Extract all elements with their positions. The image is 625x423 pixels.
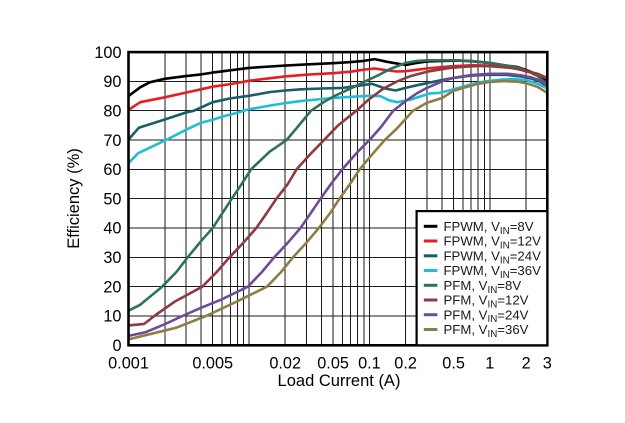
svg-text:PFM, VIN=24V: PFM, VIN=24V [444,307,529,325]
svg-text:0.5: 0.5 [442,354,465,372]
svg-text:3: 3 [543,354,552,372]
svg-text:FPWM, VIN=24V: FPWM, VIN=24V [444,249,542,267]
svg-text:40: 40 [103,220,121,238]
svg-text:PFM, VIN=8V: PFM, VIN=8V [444,278,522,296]
svg-text:20: 20 [103,278,121,296]
svg-text:70: 70 [103,132,121,150]
svg-text:0.05: 0.05 [317,354,349,372]
svg-text:0.2: 0.2 [394,354,417,372]
svg-text:PFM, VIN=36V: PFM, VIN=36V [444,322,529,340]
svg-text:30: 30 [103,249,121,267]
svg-text:FPWM, VIN=36V: FPWM, VIN=36V [444,263,542,281]
svg-text:FPWM, VIN=8V: FPWM, VIN=8V [444,219,534,237]
svg-text:90: 90 [103,73,121,91]
svg-text:Efficiency (%): Efficiency (%) [65,148,83,249]
svg-text:0: 0 [112,337,121,355]
svg-text:FPWM, VIN=12V: FPWM, VIN=12V [444,234,542,252]
svg-text:Load Current (A): Load Current (A) [278,372,401,390]
svg-text:1: 1 [485,354,494,372]
svg-text:80: 80 [103,102,121,120]
svg-text:0.005: 0.005 [192,354,233,372]
svg-text:100: 100 [94,44,121,62]
svg-text:60: 60 [103,161,121,179]
svg-text:0.001: 0.001 [108,354,149,372]
svg-text:0.02: 0.02 [269,354,301,372]
svg-text:2: 2 [522,354,531,372]
svg-text:10: 10 [103,308,121,326]
svg-text:0.1: 0.1 [358,354,381,372]
svg-text:PFM, VIN=12V: PFM, VIN=12V [444,293,529,311]
svg-text:50: 50 [103,190,121,208]
